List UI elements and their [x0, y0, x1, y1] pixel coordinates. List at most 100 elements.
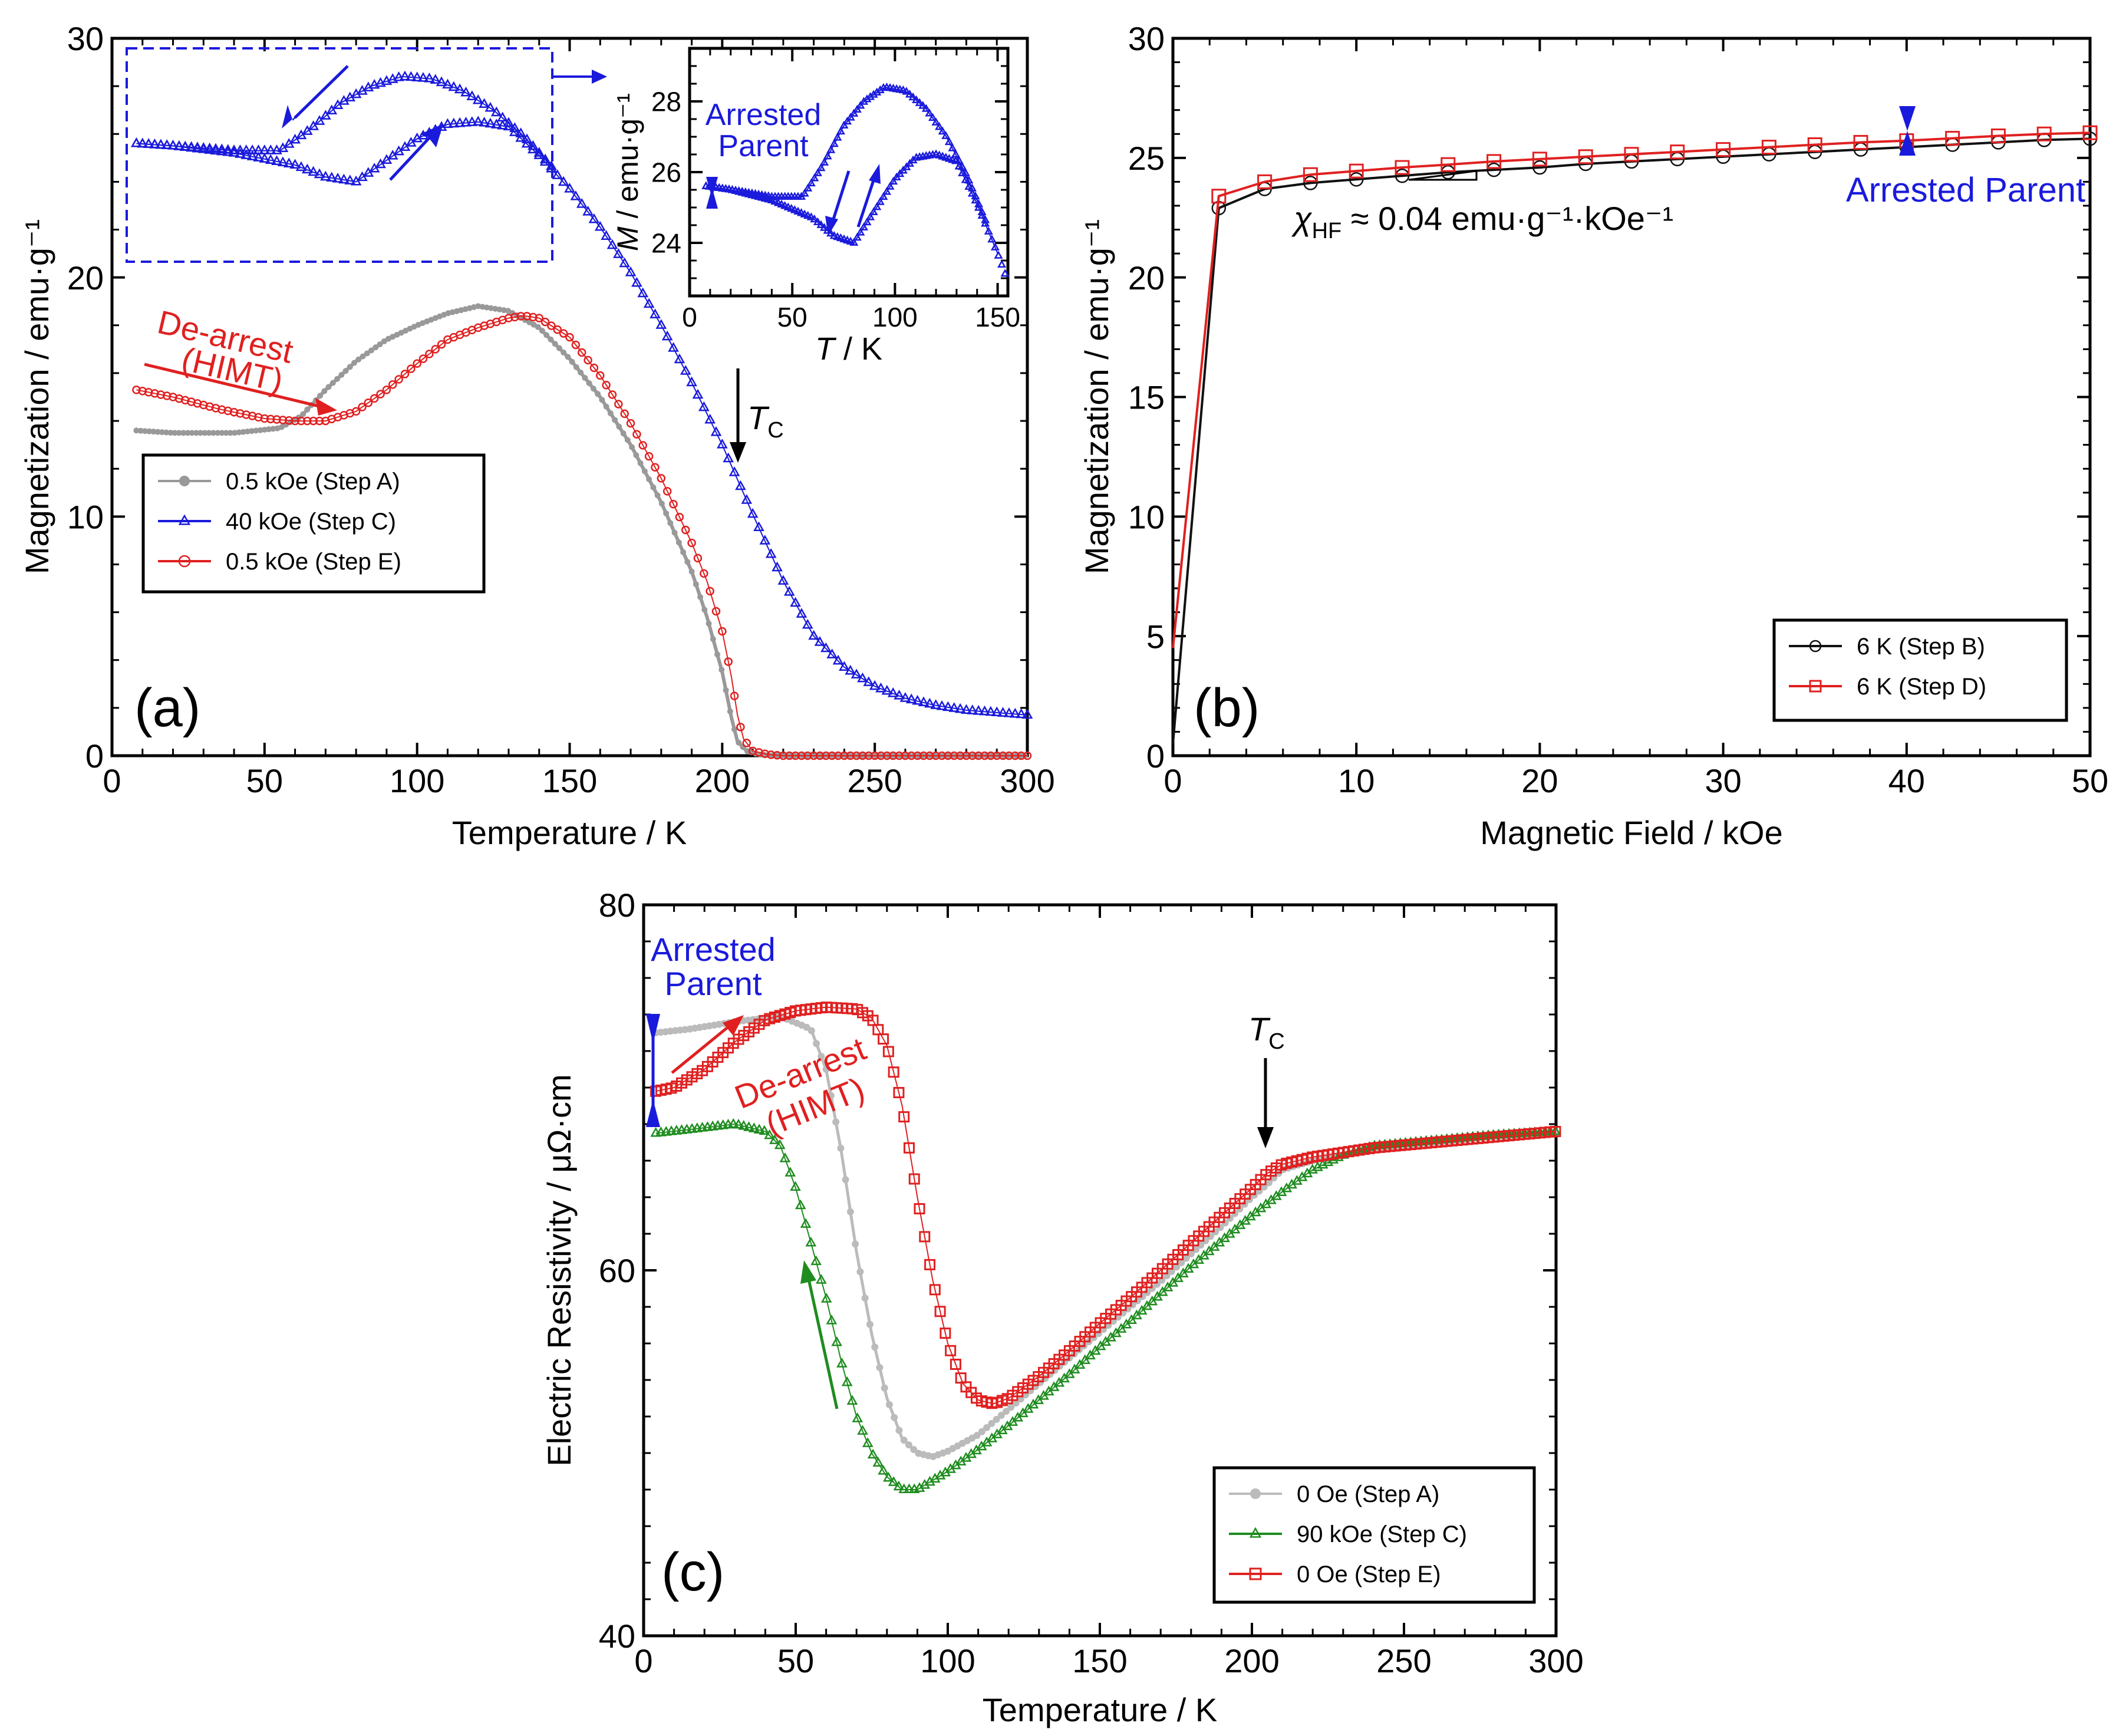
data-point: [596, 371, 605, 380]
c-parent-label: Parent: [665, 965, 762, 1002]
b-series-group: [1172, 125, 2098, 744]
data-point: [320, 170, 331, 181]
data-point: [849, 238, 859, 246]
data-point: [773, 750, 782, 760]
data-point: [807, 1027, 815, 1035]
data-point: [552, 169, 563, 179]
data-point: [497, 111, 508, 122]
data-point: [919, 1231, 931, 1243]
data-point: [479, 98, 490, 108]
data-point: [137, 137, 149, 148]
data-point: [351, 360, 358, 366]
data-point: [413, 359, 421, 368]
data-point: [774, 1139, 786, 1149]
data-point: [411, 71, 423, 81]
data-point: [881, 1384, 888, 1392]
inset-ylabel-italic: M: [611, 226, 644, 251]
data-point: [944, 751, 952, 760]
data-point: [150, 429, 157, 435]
data-point: [1178, 1259, 1185, 1266]
data-point: [714, 651, 721, 658]
data-point: [303, 416, 312, 426]
x-tick-label: 30: [1705, 762, 1741, 799]
data-point: [1017, 751, 1026, 760]
data-point: [813, 1040, 820, 1047]
data-point: [888, 751, 898, 760]
data-point: [885, 182, 895, 190]
data-point: [219, 430, 225, 436]
c-y-axis-label: Electric Resistivity / μΩ·cm: [540, 1074, 578, 1466]
data-point: [925, 108, 934, 117]
data-point: [535, 324, 541, 330]
data-point: [810, 173, 819, 182]
x-tick-label: 0: [682, 302, 697, 332]
data-point: [344, 174, 356, 185]
series-line: [136, 75, 555, 170]
data-point: [400, 370, 410, 378]
c-legend-items: 0 Oe (Step A) 90 kOe (Step C) 0 Oe (Step E…: [1229, 1481, 1467, 1587]
data-point: [954, 156, 964, 164]
data-point: [1853, 134, 1868, 150]
data-point: [810, 214, 819, 223]
data-point: [329, 380, 336, 386]
c-legend: 0 Oe (Step A) 90 kOe (Step C) 0 Oe (Step E…: [1212, 1466, 1536, 1604]
data-point: [795, 1199, 806, 1210]
data-point: [632, 430, 641, 439]
x-tick-label: 10: [1338, 762, 1375, 799]
data-point: [1716, 142, 1731, 157]
data-point: [584, 355, 592, 365]
data-point: [309, 416, 318, 426]
data-point: [872, 202, 882, 210]
data-point: [612, 248, 624, 258]
data-point: [981, 215, 990, 223]
data-point: [490, 118, 502, 129]
x-tick-label: 200: [695, 762, 750, 799]
data-point: [887, 687, 899, 697]
data-point: [948, 702, 960, 712]
data-point: [594, 220, 606, 231]
data-point: [528, 140, 539, 150]
y-tick-label: 5: [1146, 618, 1165, 655]
data-point: [964, 175, 974, 184]
data-point: [216, 143, 228, 154]
data-point: [895, 751, 904, 760]
data-point: [540, 317, 550, 327]
data-point: [806, 178, 816, 187]
data-point: [466, 116, 478, 126]
data-point: [529, 312, 538, 322]
data-point: [790, 205, 799, 213]
data-point: [364, 398, 373, 407]
data-point: [646, 476, 652, 483]
data-point: [881, 684, 893, 695]
data-point: [654, 492, 661, 499]
x-tick-label: 50: [777, 302, 807, 332]
data-point: [718, 627, 727, 636]
data-point: [856, 228, 865, 236]
a-x-tick-labels: 0 50 100 150 200 250 300: [103, 762, 1054, 799]
data-point: [742, 739, 751, 747]
data-point: [687, 538, 696, 548]
a-dearrest-arrow-line: [144, 363, 322, 409]
legend-marker: [179, 476, 190, 486]
data-point: [688, 568, 695, 575]
data-point: [347, 364, 353, 370]
data-point: [516, 312, 525, 321]
data-point: [1089, 1345, 1101, 1355]
data-point: [565, 332, 574, 342]
data-point: [971, 191, 980, 200]
data-point: [368, 347, 375, 354]
data-point: [317, 393, 324, 399]
data-point: [172, 430, 178, 436]
data-point: [655, 319, 667, 329]
x-tick-label: 150: [542, 762, 597, 799]
c-tc-arrowhead: [1257, 1127, 1274, 1148]
data-point: [964, 182, 974, 190]
data-point: [820, 223, 829, 231]
data-point: [845, 664, 856, 675]
data-point: [270, 426, 276, 432]
data-point: [240, 149, 252, 159]
x-tick-label: 150: [1072, 1642, 1127, 1679]
data-point: [710, 426, 722, 436]
data-point: [905, 693, 917, 704]
data-point: [314, 115, 325, 125]
